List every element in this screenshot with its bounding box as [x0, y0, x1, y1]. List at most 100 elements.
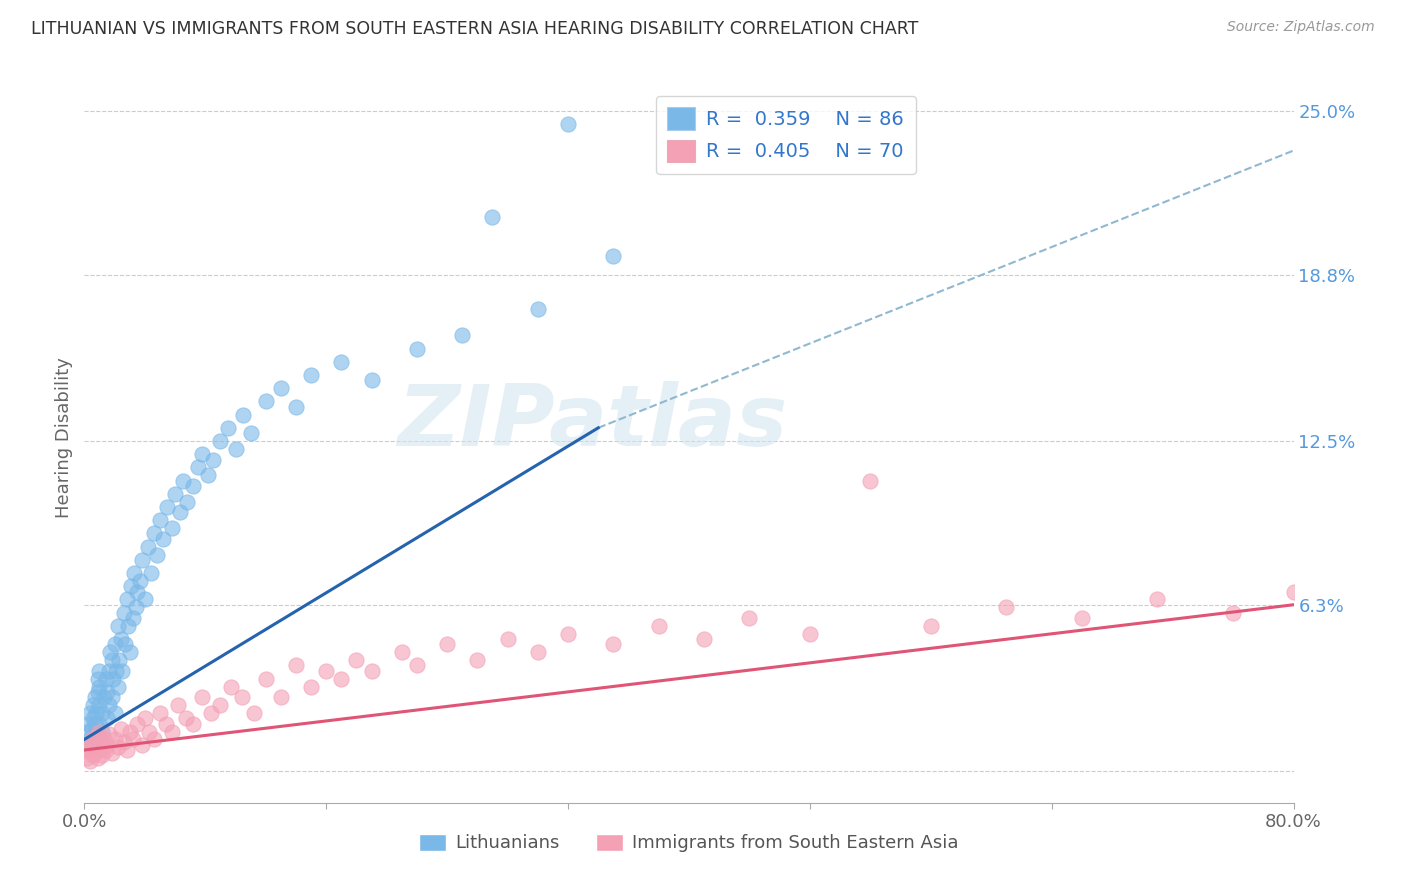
Point	[197, 468, 219, 483]
Point	[1071, 611, 1094, 625]
Point	[155, 716, 177, 731]
Point	[200, 706, 222, 720]
Point	[167, 698, 190, 712]
Point	[77, 738, 100, 752]
Point	[84, 690, 107, 705]
Point	[112, 606, 135, 620]
Point	[136, 540, 159, 554]
Point	[90, 738, 112, 752]
Point	[87, 751, 110, 765]
Point	[191, 447, 214, 461]
Point	[231, 690, 253, 705]
Point	[191, 690, 214, 705]
Point	[97, 727, 120, 741]
Point	[285, 400, 308, 414]
Point	[149, 513, 172, 527]
Point	[142, 732, 165, 747]
Point	[557, 627, 579, 641]
Point	[270, 690, 292, 705]
Legend: Lithuanians, Immigrants from South Eastern Asia: Lithuanians, Immigrants from South Easte…	[412, 826, 966, 860]
Point	[176, 495, 198, 509]
Point	[693, 632, 716, 646]
Point	[391, 645, 413, 659]
Point	[346, 653, 368, 667]
Point	[86, 724, 108, 739]
Point	[115, 592, 138, 607]
Point	[738, 611, 761, 625]
Point	[107, 740, 129, 755]
Point	[98, 645, 121, 659]
Point	[360, 373, 382, 387]
Text: Source: ZipAtlas.com: Source: ZipAtlas.com	[1227, 20, 1375, 34]
Point	[285, 658, 308, 673]
Point	[89, 743, 111, 757]
Point	[79, 732, 101, 747]
Point	[406, 658, 429, 673]
Point	[96, 738, 118, 752]
Point	[134, 711, 156, 725]
Point	[125, 600, 148, 615]
Point	[242, 706, 264, 720]
Y-axis label: Hearing Disability: Hearing Disability	[55, 357, 73, 517]
Point	[138, 724, 160, 739]
Point	[120, 579, 142, 593]
Point	[557, 117, 579, 131]
Point	[79, 754, 101, 768]
Point	[89, 724, 111, 739]
Point	[94, 743, 117, 757]
Point	[114, 637, 136, 651]
Point	[91, 706, 114, 720]
Point	[76, 751, 98, 765]
Point	[127, 584, 149, 599]
Point	[527, 301, 550, 316]
Point	[96, 685, 118, 699]
Point	[93, 732, 115, 747]
Point	[89, 664, 111, 678]
Point	[93, 690, 115, 705]
Point	[80, 722, 103, 736]
Point	[86, 706, 108, 720]
Point	[451, 328, 474, 343]
Point	[107, 619, 129, 633]
Point	[96, 711, 118, 725]
Point	[527, 645, 550, 659]
Point	[160, 724, 183, 739]
Point	[105, 664, 128, 678]
Point	[82, 698, 104, 712]
Point	[270, 381, 292, 395]
Point	[360, 664, 382, 678]
Point	[146, 548, 169, 562]
Point	[110, 722, 132, 736]
Point	[142, 526, 165, 541]
Point	[315, 664, 337, 678]
Point	[149, 706, 172, 720]
Point	[76, 724, 98, 739]
Point	[134, 592, 156, 607]
Point	[97, 698, 120, 712]
Point	[1146, 592, 1168, 607]
Point	[87, 672, 110, 686]
Point	[80, 746, 103, 760]
Point	[406, 342, 429, 356]
Point	[859, 474, 882, 488]
Point	[117, 619, 139, 633]
Point	[89, 732, 111, 747]
Point	[82, 748, 104, 763]
Point	[107, 680, 129, 694]
Point	[82, 711, 104, 725]
Point	[172, 474, 194, 488]
Point	[84, 740, 107, 755]
Point	[254, 672, 277, 686]
Point	[330, 355, 353, 369]
Point	[101, 672, 124, 686]
Point	[115, 743, 138, 757]
Point	[86, 730, 108, 744]
Point	[181, 479, 204, 493]
Point	[169, 505, 191, 519]
Point	[97, 664, 120, 678]
Point	[79, 706, 101, 720]
Point	[232, 408, 254, 422]
Point	[152, 532, 174, 546]
Point	[602, 249, 624, 263]
Point	[94, 672, 117, 686]
